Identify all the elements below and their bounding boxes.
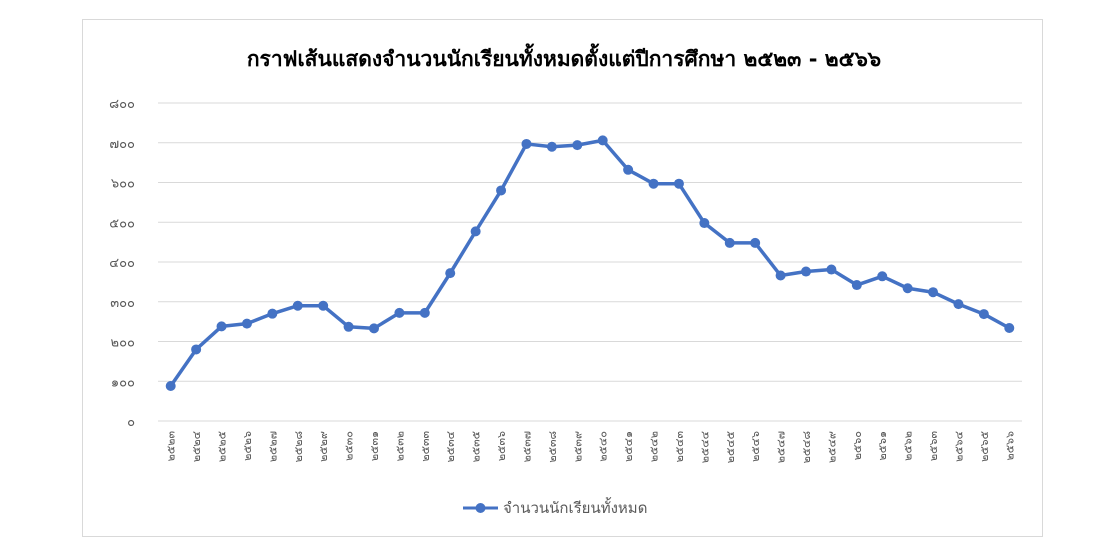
data-point [724,237,735,248]
x-tick-label: ๒๕๒๘ [292,431,305,462]
data-point [750,237,761,248]
legend-point-marker [475,503,486,513]
x-tick-label: ๒๕๔๓ [673,431,686,462]
data-point [496,185,507,196]
data-point [191,344,202,355]
y-tick-label: ๗๐๐ [109,137,135,152]
x-tick-label: ๒๕๒๗ [266,431,279,462]
data-point [699,218,710,229]
x-tick-label: ๒๕๖๕ [978,431,991,462]
x-tick-label: ๒๕๒๔ [190,431,203,462]
x-tick-label: ๒๕๔๘ [800,431,813,463]
legend: จำนวนนักเรียนทั้งหมด [463,497,647,517]
x-tick-label: ๒๕๔๗ [775,431,788,463]
data-point [673,178,684,189]
data-point [394,307,405,318]
x-tick-label: ๒๕๖๔ [952,431,965,462]
x-tick-label: ๒๕๓๖ [495,431,508,461]
data-point [928,287,939,298]
data-point [978,309,989,320]
data-point [419,307,430,318]
data-point [826,264,837,275]
data-point [953,299,964,310]
x-tick-label: ๒๕๒๓ [165,431,178,461]
y-tick-label: ๒๐๐ [111,336,136,351]
data-point [623,164,634,175]
data-point [369,323,379,334]
data-point [902,283,913,294]
x-tick-label: ๒๕๓๘ [546,431,559,463]
x-tick-label: ๒๕๔๒ [648,431,661,462]
chart-title: กราฟเส้นแสดงจำนวนนักเรียนทั้งหมดตั้งแต่ป… [247,43,881,71]
y-tick-label: ๔๐๐ [109,256,135,271]
x-axis-ticks: ๒๕๒๓ ๒๕๒๔ ๒๕๒๕ ๒๕๒๖ ๒๕๒๗ ๒๕๒๘ ๒๕๒๙ ๒๕๓๐ ๒๕๓๑ ๒๕๓๒… [165,431,1017,463]
x-tick-label: ๒๕๓๕ [470,431,483,462]
x-tick-label: ๒๕๓๒ [393,431,406,461]
data-point [648,178,659,189]
x-tick-label: ๒๕๔๑ [622,431,635,462]
data-point [597,135,608,146]
x-tick-label: ๒๕๖๓ [927,431,940,461]
x-tick-label: ๒๕๒๖ [241,431,254,461]
chart-frame: กราฟเส้นแสดงจำนวนนักเรียนทั้งหมดตั้งแต่ป… [82,19,1043,537]
legend-label: จำนวนนักเรียนทั้งหมด [503,497,647,517]
data-point [572,140,583,151]
y-tick-label: ๘๐๐ [109,97,135,112]
x-tick-label: ๒๕๓๙ [571,431,584,462]
data-point [801,266,811,277]
y-axis-ticks: ๐ ๑๐๐ ๒๐๐ ๓๐๐ ๔๐๐ ๕๐๐ ๖๐๐ ๗๐๐ ๘๐๐ [109,97,135,430]
x-tick-label: ๒๕๔๕ [724,431,737,463]
x-tick-label: ๒๕๔๐ [597,431,610,462]
x-tick-label: ๒๕๓๑ [368,431,381,461]
y-tick-label: ๓๐๐ [110,296,135,311]
line-chart: กราฟเส้นแสดงจำนวนนักเรียนทั้งหมดตั้งแต่ป… [109,43,1022,517]
data-point [445,268,456,279]
x-tick-label: ๒๕๔๖ [749,431,762,462]
data-point [267,308,278,319]
data-point [470,226,481,237]
x-tick-label: ๒๕๖๐ [851,431,864,460]
data-point [521,138,532,149]
y-tick-label: ๖๐๐ [111,177,135,192]
data-point [1004,322,1015,333]
y-tick-label: ๕๐๐ [109,216,135,231]
data-point [165,381,176,392]
data-point [851,280,862,291]
data-point [877,271,888,282]
data-point [318,300,329,311]
x-tick-label: ๒๕๓๔ [444,431,457,462]
series-line [168,138,1012,388]
x-tick-label: ๒๕๖๑ [876,431,889,461]
x-tick-label: ๒๕๒๕ [216,431,229,462]
series-layer [165,135,1015,392]
data-point [546,141,557,152]
data-point [343,321,354,332]
y-tick-label: ๐ [127,415,135,430]
x-tick-label: ๒๕๖๖ [1003,431,1016,461]
data-point [241,318,252,329]
data-point [775,270,786,281]
x-tick-label: ๒๕๒๙ [317,431,330,462]
x-tick-label: ๒๕๔๔ [698,431,711,463]
y-tick-label: ๑๐๐ [111,375,135,390]
x-tick-label: ๒๕๖๒ [902,431,915,461]
x-tick-label: ๒๕๔๙ [825,431,838,463]
data-point [292,300,303,311]
data-point [216,321,227,332]
grid-lines [158,102,1022,422]
x-tick-label: ๒๕๓๓ [419,431,432,462]
x-tick-label: ๒๕๓๐ [343,431,356,461]
x-tick-label: ๒๕๓๗ [520,431,533,462]
